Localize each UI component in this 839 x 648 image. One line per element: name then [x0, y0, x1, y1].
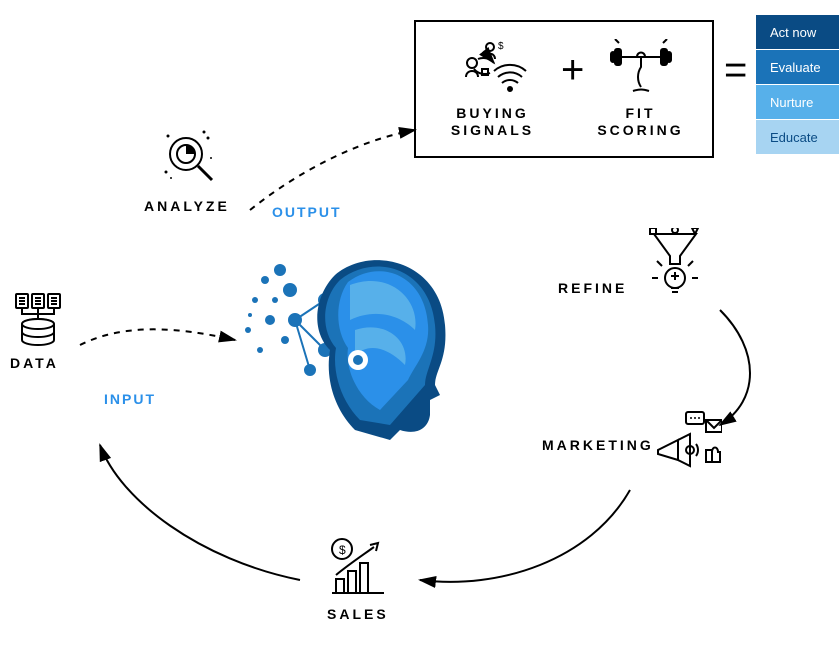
- analyze-label: ANALYZE: [144, 198, 230, 214]
- sales-label: SALES: [327, 606, 389, 622]
- svg-text:$: $: [339, 543, 346, 557]
- input-label: INPUT: [104, 391, 156, 407]
- marketing-icon: [650, 410, 722, 472]
- fit-scoring-icon: [609, 39, 673, 99]
- data-label: DATA: [10, 355, 59, 371]
- refine-label: REFINE: [558, 280, 627, 296]
- arrow-data-to-head: [80, 329, 235, 345]
- arrow-head-to-output: [250, 130, 415, 210]
- buying-signals-icon: $: [458, 39, 528, 99]
- arrow-marketing-to-sales: [420, 490, 630, 582]
- swatch-act-now: Act now: [756, 15, 839, 49]
- equals-sign: =: [724, 48, 747, 93]
- marketing-label: MARKETING: [542, 437, 654, 453]
- arrow-refine-to-marketing: [720, 310, 750, 425]
- plus-sign: +: [561, 48, 584, 93]
- swatch-nurture: Nurture: [756, 85, 839, 119]
- swatch-educate: Educate: [756, 120, 839, 154]
- buying-signals-item: $ BUYING SIGNALS: [433, 39, 553, 139]
- data-icon: [12, 292, 68, 348]
- buying-signals-label: BUYING SIGNALS: [451, 105, 534, 139]
- ai-head-icon: [240, 230, 470, 460]
- refine-icon: [640, 228, 710, 298]
- arrow-sales-to-data: [100, 445, 300, 580]
- sales-icon: $: [326, 535, 390, 599]
- fit-scoring-item: FIT SCORING: [586, 39, 696, 139]
- svg-text:$: $: [498, 41, 504, 52]
- output-label: OUTPUT: [272, 204, 342, 220]
- fit-scoring-label: FIT SCORING: [597, 105, 683, 139]
- swatch-evaluate: Evaluate: [756, 50, 839, 84]
- analyze-icon: [160, 128, 220, 188]
